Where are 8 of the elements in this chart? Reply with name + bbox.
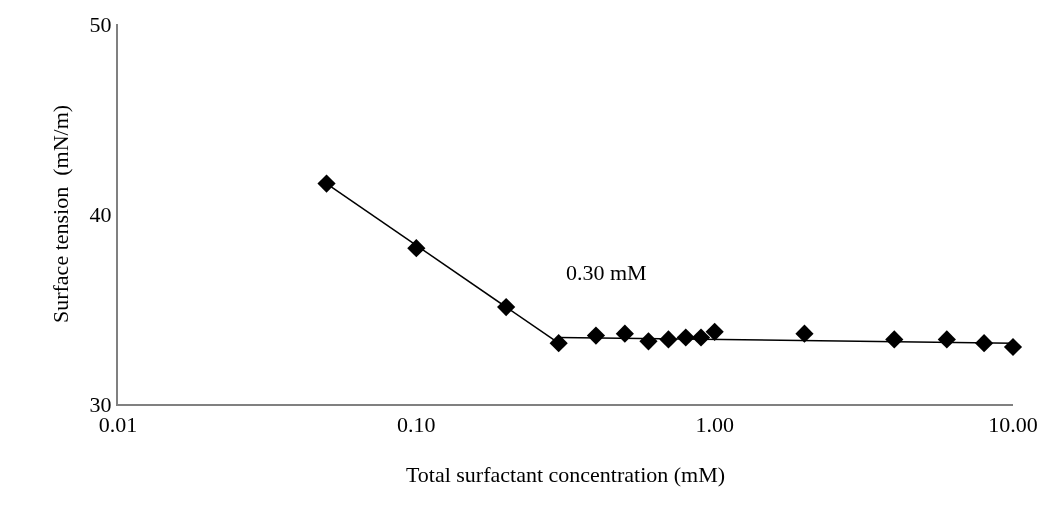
y-tick-label: 50 (89, 11, 112, 37)
x-tick-label: 10.00 (988, 412, 1038, 438)
x-tick-label: 0.10 (397, 412, 436, 438)
x-axis-title: Total surfactant concentration (mM) (405, 461, 726, 487)
y-tick-label: 40 (89, 201, 112, 227)
y-axis-title: Surface tension (mN/m) (47, 104, 73, 324)
x-tick-label: 1.00 (695, 412, 734, 438)
annotation: 0.30 mM (566, 260, 647, 285)
